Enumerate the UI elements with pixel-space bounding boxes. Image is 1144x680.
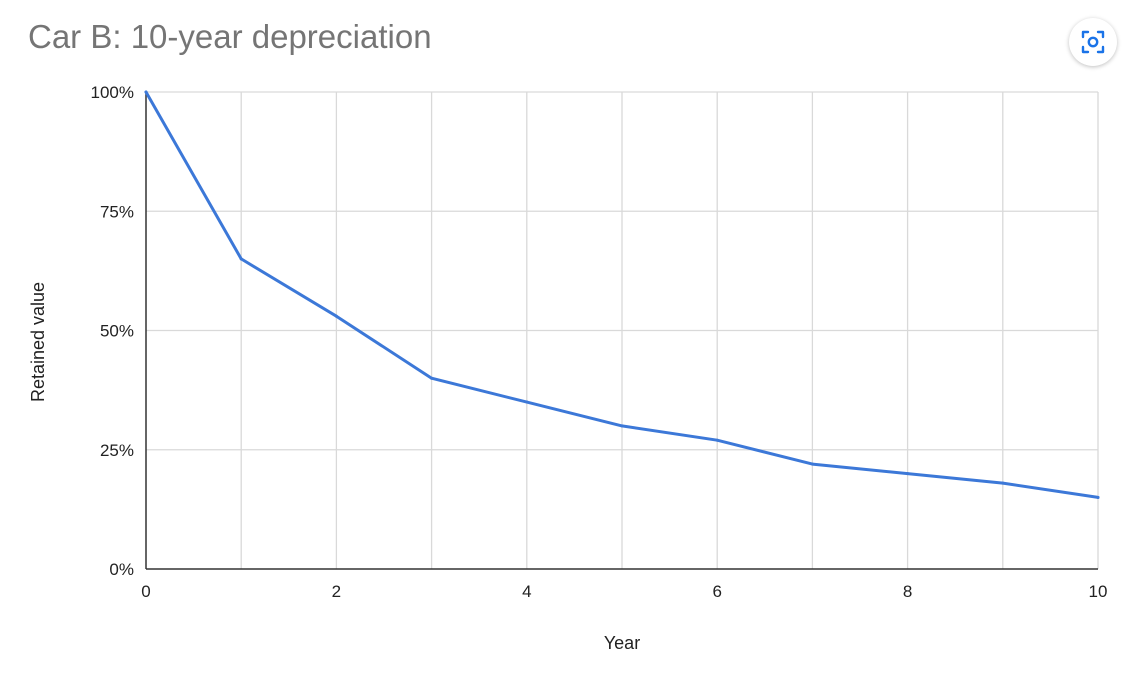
data-point	[334, 314, 338, 318]
y-tick-label: 0%	[109, 560, 134, 579]
data-point	[430, 376, 434, 380]
y-tick-label: 100%	[91, 83, 134, 102]
y-tick-label: 75%	[100, 202, 134, 221]
focus-expand-icon	[1081, 30, 1105, 54]
x-tick-label: 10	[1089, 582, 1108, 601]
series-layer	[144, 90, 1100, 499]
y-tick-label: 50%	[100, 322, 134, 341]
chart-title: Car B: 10-year depreciation	[28, 18, 432, 55]
grid-lines	[146, 91, 1099, 569]
data-point	[715, 438, 719, 442]
data-point	[239, 257, 243, 261]
data-point	[525, 400, 529, 404]
axes	[145, 92, 1098, 570]
y-axis-title: Retained value	[28, 282, 48, 402]
x-tick-label: 6	[712, 582, 721, 601]
data-point	[144, 90, 148, 94]
data-point	[620, 424, 624, 428]
x-tick-label: 2	[332, 582, 341, 601]
x-tick-label: 8	[903, 582, 912, 601]
x-axis-title: Year	[604, 633, 640, 653]
expand-chart-button[interactable]	[1069, 18, 1117, 66]
tick-labels: 0% 25% 50% 75% 100% 0 2 4 6 8 10	[91, 83, 1108, 601]
data-point	[1001, 481, 1005, 485]
y-tick-label: 25%	[100, 441, 134, 460]
data-point	[1096, 495, 1100, 499]
x-tick-label: 4	[522, 582, 531, 601]
data-point	[810, 462, 814, 466]
data-point	[906, 472, 910, 476]
x-tick-label: 0	[141, 582, 150, 601]
